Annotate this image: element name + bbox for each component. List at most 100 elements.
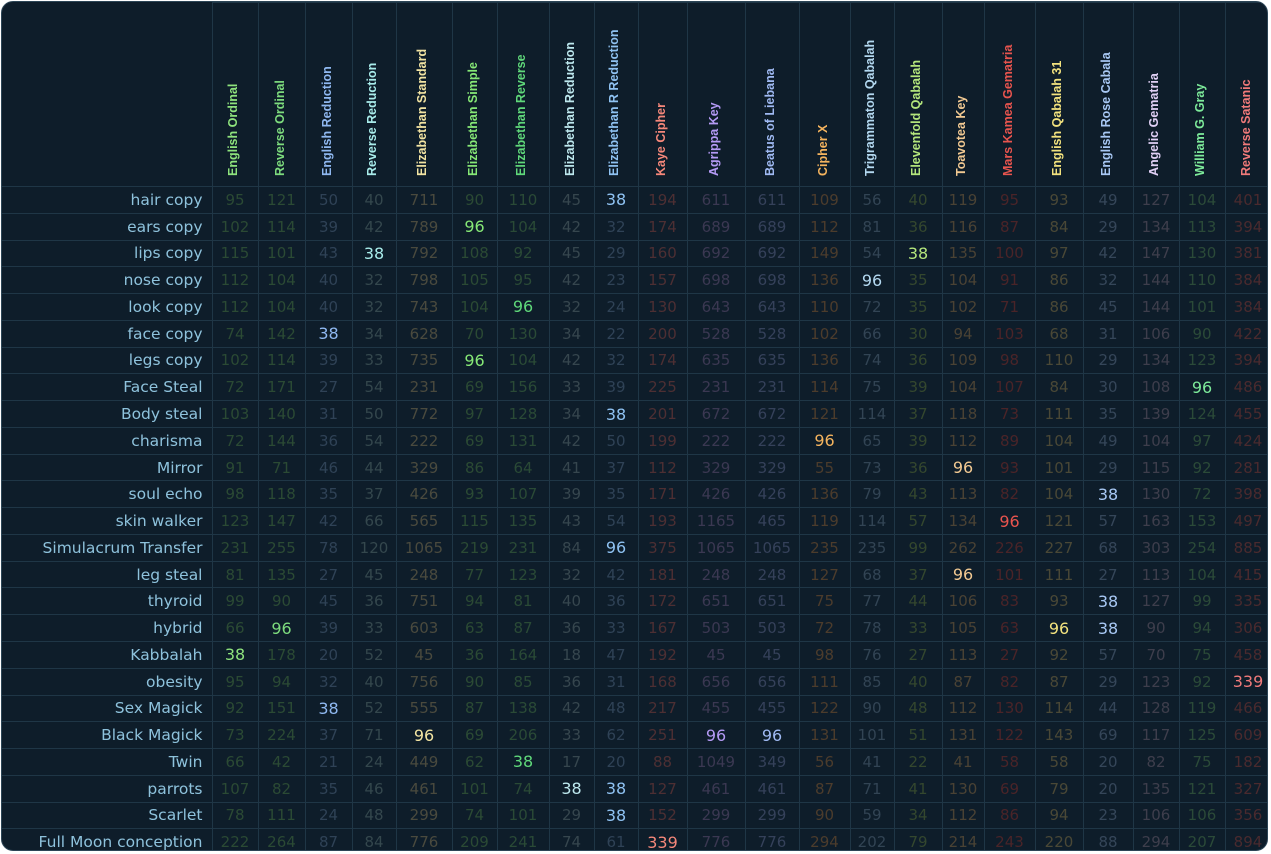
value-cell[interactable]: 101 <box>257 239 306 268</box>
value-cell[interactable]: 144 <box>257 426 306 455</box>
value-cell[interactable]: 394 <box>1224 212 1267 241</box>
value-cell[interactable]: 74 <box>451 801 498 830</box>
phrase-label[interactable]: Full Moon conception <box>2 828 213 850</box>
value-cell[interactable]: 42 <box>351 212 397 241</box>
value-cell[interactable]: 58 <box>1034 748 1084 776</box>
cipher-header-english-qabalah-31[interactable]: English Qabalah 31 <box>1034 2 1084 187</box>
value-cell[interactable]: 32 <box>1082 266 1134 295</box>
value-cell[interactable]: 264 <box>257 828 306 850</box>
value-cell[interactable]: 90 <box>1132 614 1180 643</box>
value-cell[interactable]: 73 <box>211 721 259 750</box>
value-cell[interactable]: 41 <box>548 453 595 482</box>
value-cell[interactable]: 29 <box>548 801 595 830</box>
value-cell[interactable]: 90 <box>451 186 498 214</box>
value-cell[interactable]: 231 <box>395 373 453 402</box>
value-cell[interactable]: 70 <box>451 319 498 348</box>
value-cell[interactable]: 119 <box>1178 694 1226 723</box>
matched-value-cell[interactable]: 96 <box>941 453 985 482</box>
value-cell[interactable]: 167 <box>637 614 688 643</box>
value-cell[interactable]: 147 <box>257 507 306 535</box>
value-cell[interactable]: 87 <box>451 694 498 723</box>
phrase-label[interactable]: ears copy <box>2 212 213 241</box>
matched-value-cell[interactable]: 38 <box>211 641 259 669</box>
value-cell[interactable]: 24 <box>593 293 639 321</box>
value-cell[interactable]: 18 <box>548 641 595 669</box>
value-cell[interactable]: 130 <box>941 774 985 803</box>
value-cell[interactable]: 54 <box>849 239 895 268</box>
value-cell[interactable]: 776 <box>686 828 746 850</box>
value-cell[interactable]: 101 <box>1034 453 1084 482</box>
value-cell[interactable]: 35 <box>893 266 943 295</box>
value-cell[interactable]: 698 <box>744 266 800 295</box>
matched-value-cell[interactable]: 38 <box>1082 480 1134 509</box>
value-cell[interactable]: 66 <box>849 319 895 348</box>
matched-value-cell[interactable]: 339 <box>637 828 688 850</box>
value-cell[interactable]: 182 <box>1224 748 1267 776</box>
value-cell[interactable]: 248 <box>686 560 746 589</box>
value-cell[interactable]: 121 <box>1178 774 1226 803</box>
value-cell[interactable]: 91 <box>211 453 259 482</box>
value-cell[interactable]: 174 <box>637 212 688 241</box>
phrase-label[interactable]: hybrid <box>2 614 213 643</box>
value-cell[interactable]: 77 <box>849 587 895 616</box>
cipher-header-cipher-x[interactable]: Cipher X <box>798 2 851 187</box>
value-cell[interactable]: 23 <box>1082 801 1134 830</box>
value-cell[interactable]: 68 <box>849 560 895 589</box>
cipher-header-beatus-of-liebana[interactable]: Beatus of Liebana <box>744 2 800 187</box>
value-cell[interactable]: 51 <box>893 721 943 750</box>
cipher-header-elizabethan-reduction[interactable]: Elizabethan Reduction <box>548 2 595 187</box>
value-cell[interactable]: 49 <box>1082 426 1134 455</box>
phrase-label[interactable]: Kabbalah <box>2 641 213 669</box>
value-cell[interactable]: 93 <box>983 453 1036 482</box>
value-cell[interactable]: 384 <box>1224 293 1267 321</box>
value-cell[interactable]: 75 <box>798 587 851 616</box>
value-cell[interactable]: 50 <box>304 186 353 214</box>
value-cell[interactable]: 78 <box>211 801 259 830</box>
value-cell[interactable]: 123 <box>211 507 259 535</box>
value-cell[interactable]: 43 <box>893 480 943 509</box>
value-cell[interactable]: 698 <box>686 266 746 295</box>
value-cell[interactable]: 79 <box>849 480 895 509</box>
value-cell[interactable]: 62 <box>451 748 498 776</box>
value-cell[interactable]: 130 <box>637 293 688 321</box>
value-cell[interactable]: 130 <box>983 694 1036 723</box>
value-cell[interactable]: 144 <box>1132 266 1180 295</box>
value-cell[interactable]: 231 <box>744 373 800 402</box>
phrase-label[interactable]: Simulacrum Transfer <box>2 533 213 562</box>
value-cell[interactable]: 98 <box>798 641 851 669</box>
value-cell[interactable]: 71 <box>351 721 397 750</box>
value-cell[interactable]: 65 <box>849 426 895 455</box>
value-cell[interactable]: 112 <box>941 426 985 455</box>
value-cell[interactable]: 48 <box>893 694 943 723</box>
value-cell[interactable]: 42 <box>548 266 595 295</box>
value-cell[interactable]: 75 <box>849 373 895 402</box>
value-cell[interactable]: 92 <box>211 694 259 723</box>
matched-value-cell[interactable]: 38 <box>548 774 595 803</box>
value-cell[interactable]: 39 <box>893 373 943 402</box>
value-cell[interactable]: 54 <box>351 373 397 402</box>
value-cell[interactable]: 107 <box>211 774 259 803</box>
value-cell[interactable]: 69 <box>451 373 498 402</box>
value-cell[interactable]: 104 <box>496 212 550 241</box>
value-cell[interactable]: 611 <box>744 186 800 214</box>
value-cell[interactable]: 48 <box>593 694 639 723</box>
value-cell[interactable]: 375 <box>637 533 688 562</box>
value-cell[interactable]: 122 <box>798 694 851 723</box>
value-cell[interactable]: 101 <box>451 774 498 803</box>
value-cell[interactable]: 90 <box>798 801 851 830</box>
value-cell[interactable]: 635 <box>686 346 746 375</box>
value-cell[interactable]: 656 <box>744 667 800 696</box>
value-cell[interactable]: 63 <box>983 614 1036 643</box>
value-cell[interactable]: 73 <box>849 453 895 482</box>
phrase-label[interactable]: Scarlet <box>2 801 213 830</box>
matched-value-cell[interactable]: 96 <box>983 507 1036 535</box>
value-cell[interactable]: 225 <box>637 373 688 402</box>
value-cell[interactable]: 106 <box>1132 319 1180 348</box>
value-cell[interactable]: 102 <box>941 293 985 321</box>
value-cell[interactable]: 106 <box>941 587 985 616</box>
value-cell[interactable]: 93 <box>451 480 498 509</box>
value-cell[interactable]: 37 <box>304 721 353 750</box>
value-cell[interactable]: 42 <box>1082 239 1134 268</box>
value-cell[interactable]: 35 <box>1082 400 1134 428</box>
matched-value-cell[interactable]: 38 <box>304 694 353 723</box>
